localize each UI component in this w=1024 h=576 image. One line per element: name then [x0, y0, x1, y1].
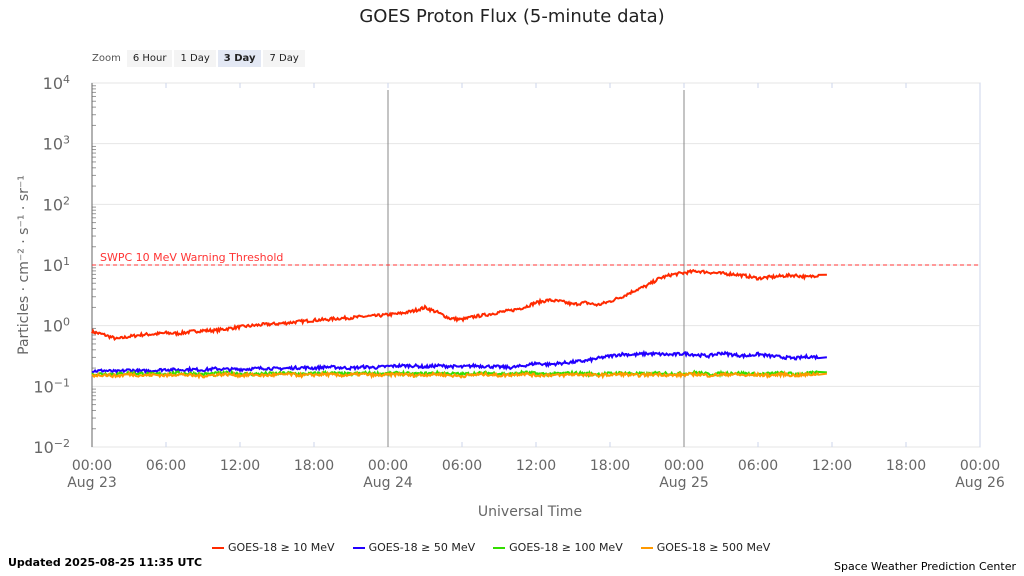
- chart-title: GOES Proton Flux (5-minute data): [359, 6, 665, 27]
- zoom-1-day-button[interactable]: 1 Day: [174, 50, 216, 67]
- zoom-3-day-button[interactable]: 3 Day: [217, 50, 262, 67]
- legend-label: GOES-18 ≥ 500 MeV: [656, 541, 771, 554]
- y-axis-title: Particles · cm⁻² · s⁻¹ · sr⁻¹: [16, 175, 32, 355]
- x-tick-time: 00:00: [960, 458, 1000, 474]
- x-tick-time: 12:00: [516, 458, 556, 474]
- legend-label: GOES-18 ≥ 10 MeV: [228, 541, 335, 554]
- credit-text: Space Weather Prediction Center: [834, 560, 1016, 573]
- legend-item[interactable]: GOES-18 ≥ 10 MeV: [212, 541, 335, 554]
- y-tick-label: 100: [43, 316, 70, 336]
- legend-swatch: [640, 546, 653, 549]
- zoom-label: Zoom: [92, 53, 121, 64]
- x-tick-time: 12:00: [812, 458, 852, 474]
- y-tick-label: 101: [43, 255, 70, 275]
- updated-timestamp: Updated 2025-08-25 11:35 UTC: [8, 556, 203, 569]
- legend-item[interactable]: GOES-18 ≥ 50 MeV: [352, 541, 476, 554]
- legend-swatch: [212, 546, 224, 549]
- x-tick-time: 12:00: [220, 458, 260, 474]
- series-line-0: [91, 268, 827, 342]
- legend-item[interactable]: GOES-18 ≥ 500 MeV: [640, 541, 771, 554]
- y-tick-label: 104: [43, 73, 70, 93]
- x-tick-date: Aug 26: [955, 475, 1005, 491]
- x-tick-time: 06:00: [738, 458, 778, 474]
- x-tick-date: Aug 23: [67, 475, 117, 491]
- legend: GOES-18 ≥ 10 MeV GOES-18 ≥ 50 MeV GOES-18 …: [212, 541, 770, 554]
- series-line-3: [91, 370, 828, 380]
- legend-label: GOES-18 ≥ 100 MeV: [509, 541, 623, 554]
- legend-item[interactable]: GOES-18 ≥ 100 MeV: [493, 541, 623, 554]
- legend-swatch: [493, 546, 506, 549]
- x-tick-time: 00:00: [72, 458, 112, 474]
- y-tick-label: 103: [43, 134, 70, 154]
- legend-label: GOES-18 ≥ 50 MeV: [368, 541, 476, 554]
- legend-swatch: [352, 546, 365, 549]
- x-tick-time: 18:00: [590, 458, 630, 474]
- y-tick-label: 102: [43, 194, 70, 214]
- x-tick-time: 00:00: [368, 458, 408, 474]
- x-tick-time: 18:00: [886, 458, 926, 474]
- threshold-label: SWPC 10 MeV Warning Threshold: [100, 251, 283, 264]
- zoom-selector: Zoom 6 Hour 1 Day 3 Day 7 Day: [92, 50, 305, 67]
- y-tick-label: 10−2: [33, 437, 70, 457]
- y-tick-label: 10−1: [33, 376, 70, 396]
- x-tick-time: 06:00: [442, 458, 482, 474]
- x-tick-time: 00:00: [664, 458, 704, 474]
- x-axis-title: Universal Time: [478, 504, 582, 520]
- x-tick-time: 18:00: [294, 458, 334, 474]
- zoom-7-day-button[interactable]: 7 Day: [263, 50, 305, 67]
- zoom-6-hour-button[interactable]: 6 Hour: [126, 50, 173, 67]
- series-line-1: [91, 349, 828, 376]
- x-tick-date: Aug 24: [363, 475, 413, 491]
- x-tick-date: Aug 25: [659, 475, 709, 491]
- x-tick-time: 06:00: [146, 458, 186, 474]
